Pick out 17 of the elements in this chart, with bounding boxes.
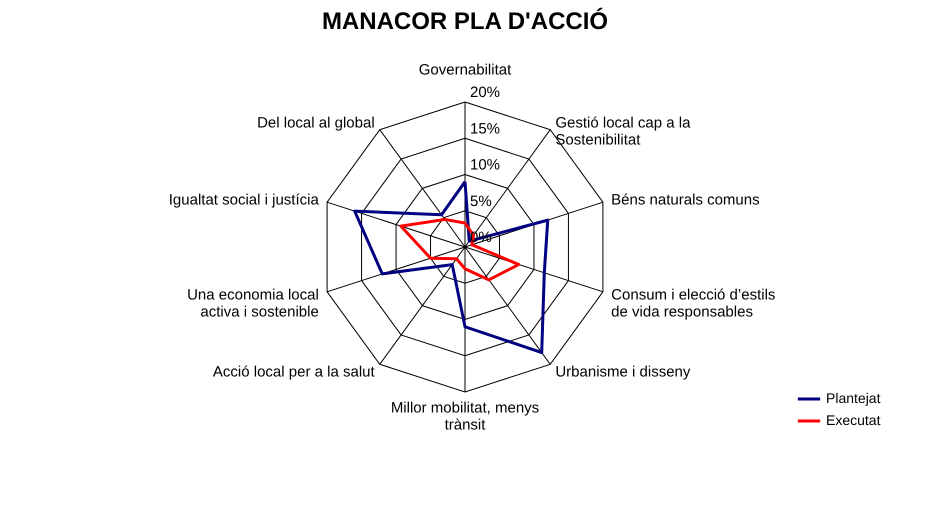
spoke-label: Acció local per a la salut	[212, 363, 376, 380]
spoke-label: Una economia local activa i sostenible	[187, 286, 319, 320]
spoke-label: Consum i elecció d’estils de vida responsables	[611, 286, 776, 320]
spoke-label: Del local al global	[257, 114, 375, 132]
spoke-label: Governabilitat	[418, 61, 512, 78]
legend-label: Plantejat	[826, 390, 881, 406]
spoke-label: Millor mobilitat, menys trànsit	[390, 400, 540, 434]
y-tick-label: 5%	[470, 192, 492, 210]
spoke-label: Béns naturals comuns	[611, 192, 760, 209]
chart-title: MANACOR PLA D'ACCIÓ	[322, 7, 608, 35]
y-tick-label: 0%	[470, 229, 492, 246]
legend-label: Executat	[826, 412, 881, 428]
y-tick-label: 10%	[470, 156, 500, 174]
y-tick-label: 15%	[470, 120, 500, 138]
spoke-label: Igualtat social i justícia	[168, 192, 320, 209]
y-tick-label: 20%	[470, 84, 500, 101]
spoke-label: Urbanisme i disseny	[555, 363, 691, 380]
